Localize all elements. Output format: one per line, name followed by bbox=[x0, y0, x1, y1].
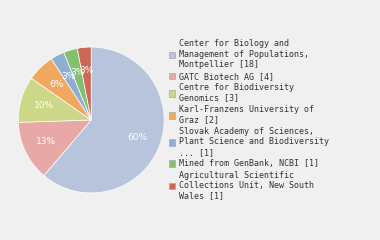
Legend: Center for Biology and
Management of Populations,
Montpellier [18], GATC Biotech: Center for Biology and Management of Pop… bbox=[169, 39, 329, 201]
Text: 3%: 3% bbox=[61, 72, 76, 80]
Wedge shape bbox=[64, 48, 91, 120]
Wedge shape bbox=[18, 120, 91, 175]
Wedge shape bbox=[32, 59, 91, 120]
Text: 10%: 10% bbox=[33, 101, 54, 110]
Wedge shape bbox=[51, 52, 91, 120]
Wedge shape bbox=[18, 78, 91, 122]
Text: 60%: 60% bbox=[128, 133, 148, 142]
Text: 3%: 3% bbox=[70, 68, 84, 77]
Text: 13%: 13% bbox=[36, 137, 57, 146]
Text: 3%: 3% bbox=[79, 66, 93, 75]
Wedge shape bbox=[44, 47, 164, 193]
Wedge shape bbox=[77, 47, 91, 120]
Text: 6%: 6% bbox=[49, 80, 64, 89]
